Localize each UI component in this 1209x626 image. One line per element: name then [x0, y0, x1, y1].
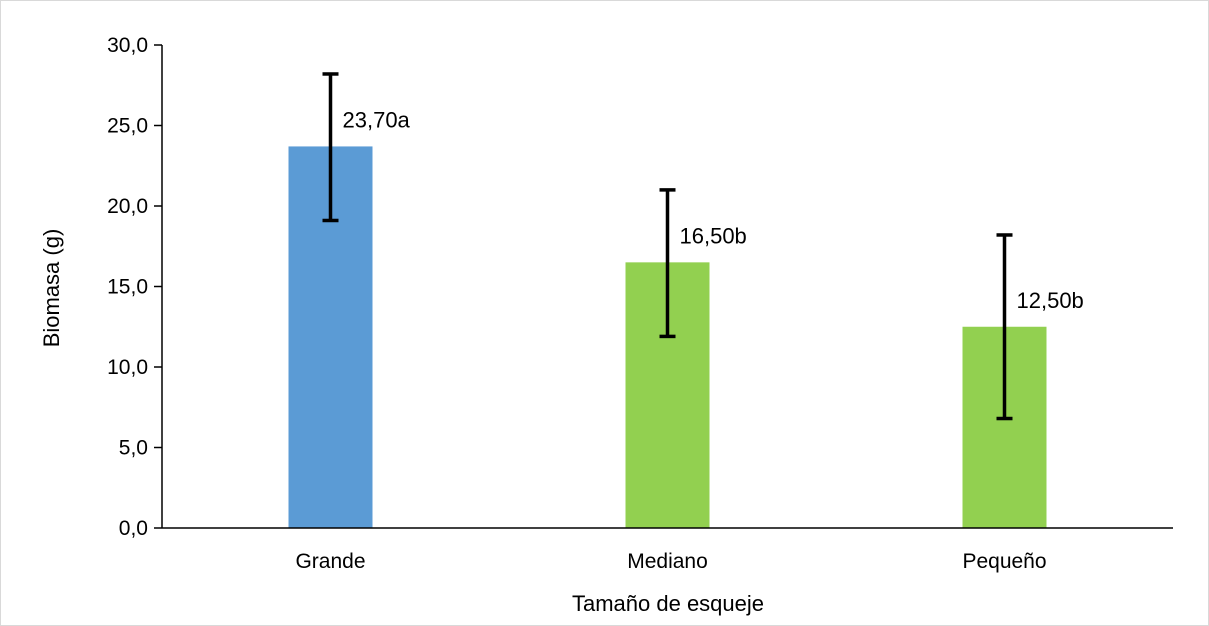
y-tick-label: 0,0 — [119, 517, 148, 540]
x-category-label: Mediano — [627, 550, 708, 573]
data-labels: 23,70a 16,50b 12,50b — [343, 107, 1084, 312]
y-tick-label: 5,0 — [119, 437, 148, 460]
error-bars — [322, 72, 1013, 421]
y-tick-label: 25,0 — [107, 115, 148, 138]
x-category-label: Grande — [295, 550, 365, 573]
x-axis-title: Tamaño de esqueje — [572, 591, 764, 616]
y-tick-label: 15,0 — [107, 276, 148, 299]
data-label: 23,70a — [343, 107, 411, 132]
y-tick-label: 10,0 — [107, 356, 148, 379]
data-label: 12,50b — [1017, 288, 1084, 313]
y-tick-label: 30,0 — [107, 34, 148, 57]
y-axis-title: Biomasa (g) — [39, 229, 64, 348]
x-axis: Grande Mediano Pequeño — [162, 527, 1173, 573]
data-label: 16,50b — [680, 223, 747, 248]
y-axis: 0,0 5,0 10,0 15,0 20,0 25,0 30,0 — [107, 34, 163, 540]
x-category-label: Pequeño — [962, 550, 1046, 573]
y-tick-label: 20,0 — [107, 195, 148, 218]
bars — [288, 146, 1047, 528]
